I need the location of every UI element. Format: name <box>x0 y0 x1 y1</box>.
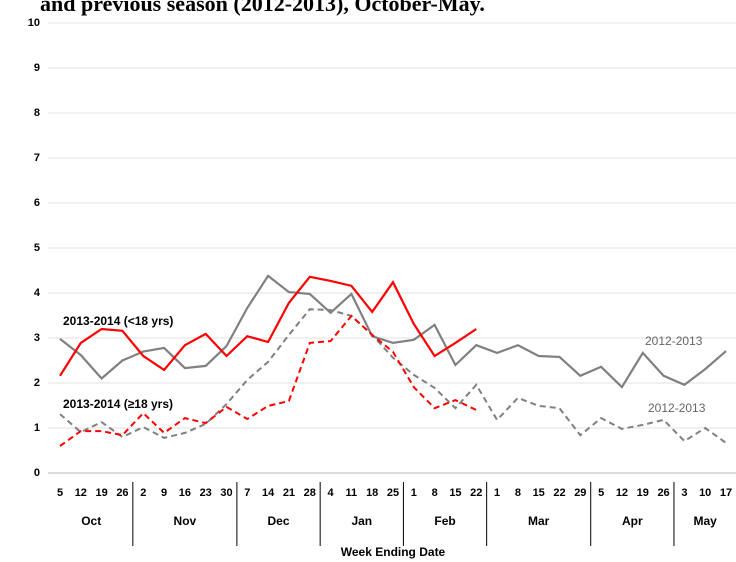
x-tick-label: 8 <box>432 487 438 499</box>
x-tick-label: 21 <box>283 487 295 499</box>
y-tick-label: 10 <box>28 17 40 29</box>
x-tick-label: 3 <box>681 487 687 499</box>
month-label: May <box>694 514 718 528</box>
y-tick-label: 1 <box>34 422 40 434</box>
x-axis-label: Week Ending Date <box>341 545 446 559</box>
x-tick-label: 5 <box>57 487 63 499</box>
x-tick-label: 7 <box>244 487 250 499</box>
x-tick-label: 9 <box>161 487 167 499</box>
y-tick-label: 0 <box>34 467 40 479</box>
y-tick-label: 7 <box>34 152 40 164</box>
x-tick-label: 15 <box>533 487 545 499</box>
month-label: Dec <box>268 514 290 528</box>
x-tick-label: 22 <box>470 487 482 499</box>
x-tick-label: 18 <box>366 487 378 499</box>
x-tick-label: 30 <box>220 487 232 499</box>
x-tick-label: 14 <box>262 487 275 499</box>
y-tick-label: 4 <box>34 287 41 299</box>
y-tick-label: 3 <box>34 332 40 344</box>
x-tick-label: 8 <box>515 487 521 499</box>
month-label: Jan <box>351 514 372 528</box>
month-label: Mar <box>528 514 550 528</box>
x-tick-label: 4 <box>328 487 335 499</box>
y-tick-label: 6 <box>34 197 40 209</box>
y-tick-label: 2 <box>34 377 40 389</box>
series-line <box>59 274 727 389</box>
series-line <box>59 275 477 377</box>
x-tick-label: 5 <box>598 487 604 499</box>
series-line <box>59 308 727 444</box>
y-tick-label: 9 <box>34 62 40 74</box>
x-tick-label: 26 <box>116 487 128 499</box>
x-tick-label: 15 <box>449 487 461 499</box>
x-tick-label: 2 <box>140 487 146 499</box>
x-tick-label: 16 <box>179 487 191 499</box>
series-label: 2013-2014 (<18 yrs) <box>63 314 173 328</box>
x-tick-label: 28 <box>304 487 316 499</box>
x-tick-label: 26 <box>657 487 669 499</box>
x-tick-label: 19 <box>637 487 649 499</box>
x-tick-label: 23 <box>200 487 212 499</box>
x-tick-label: 25 <box>387 487 399 499</box>
x-tick-label: 29 <box>574 487 586 499</box>
x-tick-label: 12 <box>75 487 87 499</box>
x-tick-label: 1 <box>494 487 500 499</box>
series-line <box>59 314 477 447</box>
series-label: 2012-2013 <box>648 401 706 415</box>
month-label: Nov <box>174 514 197 528</box>
x-tick-label: 1 <box>411 487 417 499</box>
month-label: Apr <box>622 514 643 528</box>
series-label: 2013-2014 (≥18 yrs) <box>63 397 173 411</box>
x-tick-label: 12 <box>616 487 628 499</box>
x-tick-label: 11 <box>346 487 358 499</box>
x-tick-label: 19 <box>96 487 108 499</box>
x-tick-label: 10 <box>699 487 711 499</box>
month-label: Oct <box>81 514 101 528</box>
series-label: 2012-2013 <box>645 334 703 348</box>
y-tick-label: 8 <box>34 107 40 119</box>
x-tick-label: 22 <box>553 487 565 499</box>
x-tick-label: 17 <box>720 487 732 499</box>
month-label: Feb <box>434 514 455 528</box>
chart-title: and previous season (2012-2013), October… <box>40 0 485 16</box>
y-tick-label: 5 <box>34 242 40 254</box>
